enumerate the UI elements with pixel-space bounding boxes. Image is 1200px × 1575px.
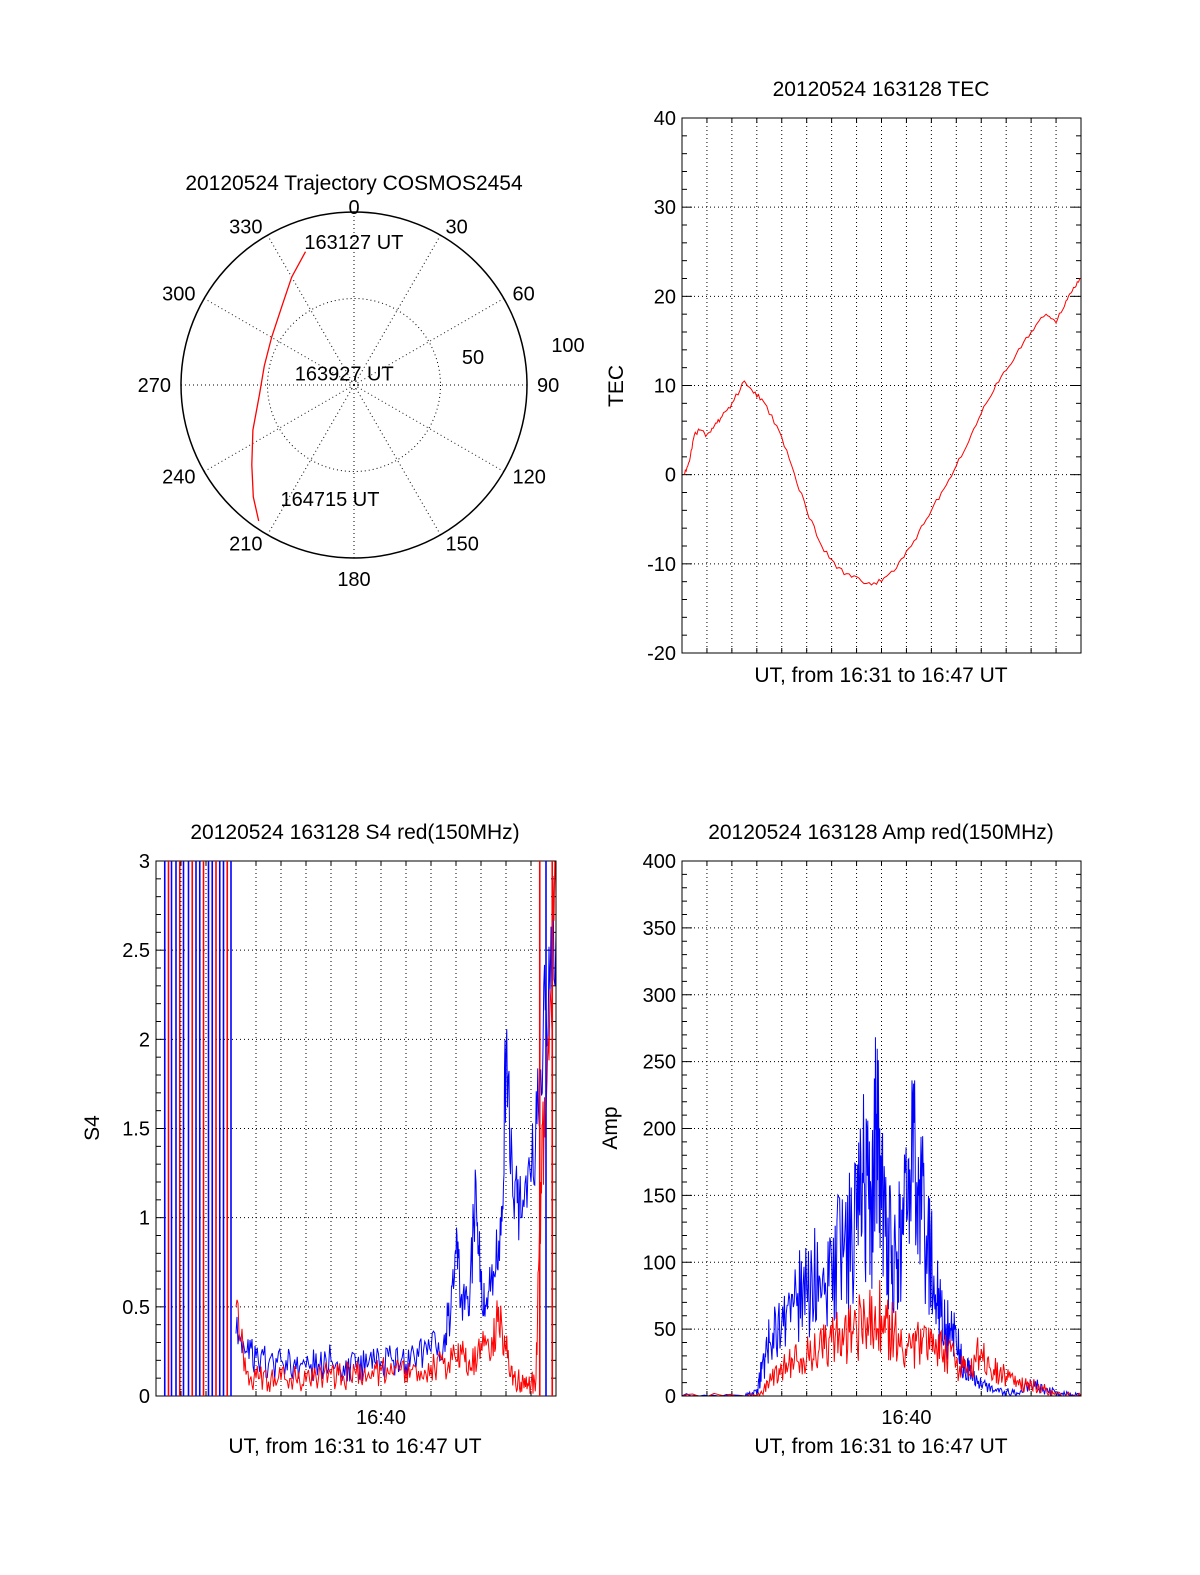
polar-spoke [353, 298, 505, 386]
polar-angle-label: 90 [537, 375, 559, 397]
polar-angle-label: 240 [162, 467, 195, 489]
amp-xlabel: UT, from 16:31 to 16:47 UT [754, 1435, 1007, 1458]
s4-panel: 20120524 163128 S4 red(150MHz) UT, from … [81, 821, 557, 1458]
tec-ytick-label: 40 [654, 108, 676, 130]
polar-trajectory-panel: 20120524 Trajectory COSMOS2454 0 30 60 90 12… [138, 172, 585, 591]
polar-radial-label: 50 [462, 347, 484, 369]
polar-outer-ring [180, 211, 528, 559]
amp-ytick-label: 400 [643, 851, 676, 873]
tec-panel: 20120524 163128 TEC UT, from 16:31 to 16… [605, 78, 1082, 687]
trajectory-time-label: 164715 UT [281, 489, 380, 511]
tec-ytick-label: 0 [665, 465, 676, 487]
s4-series-line [235, 875, 556, 1382]
s4-ytick-label: 2.5 [122, 940, 150, 962]
amp-ytick-label: 0 [665, 1386, 676, 1408]
polar-spoke [203, 384, 355, 472]
amp-ytick-label: 200 [643, 1119, 676, 1141]
amp-ylabel: Amp [599, 1106, 622, 1149]
trajectory-time-label: 163927 UT [295, 363, 394, 385]
s4-xtick-label: 16:40 [356, 1407, 406, 1429]
tec-ylabel: TEC [605, 365, 628, 407]
polar-ring-50 [267, 298, 441, 472]
s4-series-line [235, 861, 556, 1394]
tec-series-line [683, 278, 1081, 586]
polar-spoke [353, 384, 441, 536]
s4-title: 20120524 163128 S4 red(150MHz) [190, 821, 519, 844]
amp-plot-frame [681, 860, 1082, 1397]
amp-ytick-label: 50 [654, 1319, 676, 1341]
amp-panel: 20120524 163128 Amp red(150MHz) UT, from… [599, 821, 1082, 1458]
s4-ytick-label: 3 [139, 851, 150, 873]
amp-ytick-label: 150 [643, 1185, 676, 1207]
tec-ytick-label: 30 [654, 197, 676, 219]
polar-spoke [353, 234, 441, 386]
tec-ytick-label: 20 [654, 286, 676, 308]
tec-ytick-label: 10 [654, 376, 676, 398]
amp-title: 20120524 163128 Amp red(150MHz) [708, 821, 1054, 844]
polar-angle-label: 30 [446, 217, 468, 239]
s4-ylabel: S4 [81, 1115, 104, 1141]
polar-radial-label: 100 [551, 335, 584, 357]
polar-angle-label: 120 [512, 467, 545, 489]
amp-ytick-label: 250 [643, 1052, 676, 1074]
amp-series-line [682, 1037, 1081, 1396]
polar-title: 20120524 Trajectory COSMOS2454 [185, 172, 523, 195]
polar-angle-label: 270 [138, 375, 171, 397]
s4-xlabel: UT, from 16:31 to 16:47 UT [228, 1435, 481, 1458]
s4-ytick-label: 1 [139, 1208, 150, 1230]
polar-spoke [353, 384, 505, 472]
tec-xlabel: UT, from 16:31 to 16:47 UT [754, 664, 1007, 687]
s4-ytick-label: 1.5 [122, 1119, 150, 1141]
tec-ytick-label: -20 [647, 643, 676, 665]
polar-spoke [267, 384, 355, 536]
polar-angle-label: 300 [162, 284, 195, 306]
polar-spoke [267, 234, 355, 386]
polar-angle-label: 60 [512, 284, 534, 306]
amp-xtick-label: 16:40 [881, 1407, 931, 1429]
trajectory-time-label: 163127 UT [304, 232, 403, 254]
amp-ytick-label: 100 [643, 1252, 676, 1274]
s4-ytick-label: 0.5 [122, 1297, 150, 1319]
polar-angle-label: 210 [229, 533, 262, 555]
amp-series-line [682, 1280, 1081, 1396]
tec-ytick-label: -10 [647, 554, 676, 576]
polar-angle-label: 330 [229, 217, 262, 239]
trajectory-line [251, 251, 307, 522]
s4-plot-frame [155, 860, 557, 1397]
polar-angle-label: 150 [446, 533, 479, 555]
polar-spoke [203, 298, 355, 386]
polar-angle-label: 0 [348, 197, 359, 219]
tec-plot-frame [681, 117, 1082, 654]
amp-ytick-label: 350 [643, 918, 676, 940]
s4-ytick-label: 2 [139, 1029, 150, 1051]
polar-angle-label: 180 [337, 569, 370, 591]
amp-ytick-label: 300 [643, 985, 676, 1007]
tec-title: 20120524 163128 TEC [773, 78, 990, 101]
s4-ytick-label: 0 [139, 1386, 150, 1408]
polar-center-ring [349, 380, 359, 390]
